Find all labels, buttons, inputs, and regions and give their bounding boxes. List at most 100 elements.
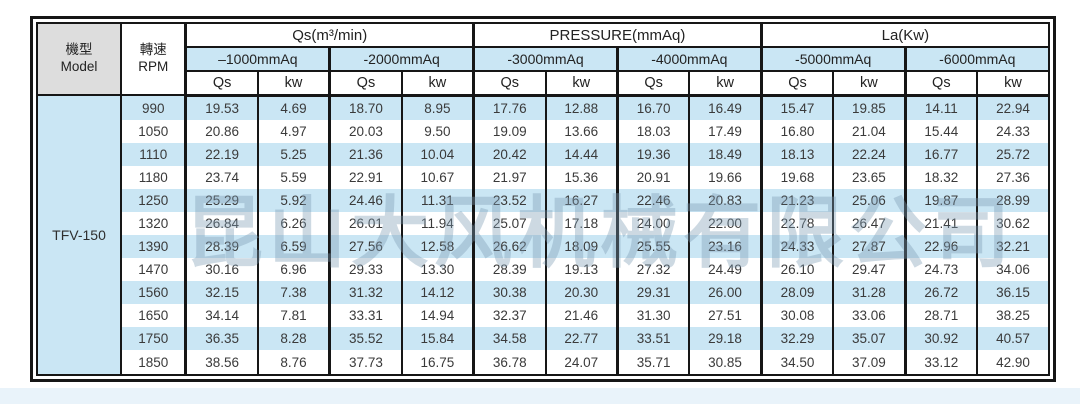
value-cell: 14.12 <box>400 281 475 305</box>
table-header: 機型 Model 轉速 RPM Qs(m³/min) PRESSURE(mmAq… <box>35 22 1050 97</box>
rpm-cell: 1650 <box>120 304 187 328</box>
value-cell: 19.13 <box>544 258 619 282</box>
model-header-en: Model <box>60 59 98 74</box>
value-cell: 32.21 <box>976 235 1050 259</box>
value-cell: 24.00 <box>615 212 691 236</box>
rpm-cell: 1470 <box>120 258 187 282</box>
value-cell: 40.57 <box>976 327 1050 351</box>
value-cell: 31.30 <box>615 304 691 328</box>
value-cell: 30.38 <box>472 281 547 305</box>
value-cell: 25.07 <box>472 212 547 236</box>
value-cell: 17.18 <box>544 212 619 236</box>
value-cell: 33.51 <box>615 327 691 351</box>
value-cell: 23.52 <box>472 189 547 213</box>
value-cell: 17.76 <box>472 95 547 121</box>
pressure-header-2000: -2000mmAq <box>328 46 475 72</box>
sub-header-row: Qs kw Qs kw Qs kw Qs kw Qs kw Qs kw <box>37 70 1050 97</box>
rpm-cell: 990 <box>120 95 187 121</box>
rpm-cell: 1250 <box>120 189 187 213</box>
value-cell: 21.46 <box>544 304 619 328</box>
value-cell: 14.44 <box>544 143 619 167</box>
sub-header-qs: Qs <box>615 70 691 97</box>
value-cell: 42.90 <box>976 350 1050 375</box>
table-row: 1750 36.35 8.28 35.52 15.84 34.58 22.77 33.51 29… <box>37 327 1050 351</box>
value-cell: 12.88 <box>544 95 619 121</box>
value-cell: 16.80 <box>759 120 835 144</box>
value-cell: 33.12 <box>903 350 979 375</box>
value-cell: 18.13 <box>759 143 835 167</box>
value-cell: 13.66 <box>544 120 619 144</box>
value-cell: 7.38 <box>256 281 331 305</box>
value-cell: 28.39 <box>184 235 259 259</box>
value-cell: 22.77 <box>544 327 619 351</box>
value-cell: 35.71 <box>615 350 691 375</box>
value-cell: 37.73 <box>328 350 403 375</box>
value-cell: 26.01 <box>328 212 403 236</box>
value-cell: 8.76 <box>256 350 331 375</box>
value-cell: 22.00 <box>688 212 763 236</box>
value-cell: 22.91 <box>328 166 403 190</box>
value-cell: 16.27 <box>544 189 619 213</box>
table-row: 1320 26.84 6.26 26.01 11.94 25.07 17.18 24.00 22… <box>37 212 1050 236</box>
rpm-cell: 1750 <box>120 327 187 351</box>
table-row: 1470 30.16 6.96 29.33 13.30 28.39 19.13 27.32 24… <box>37 258 1050 282</box>
rpm-column-header: 轉速 RPM <box>120 22 187 96</box>
pressure-header-5000: -5000mmAq <box>759 46 907 72</box>
rpm-header-zh: 轉速 <box>139 42 167 58</box>
value-cell: 24.33 <box>976 120 1050 144</box>
value-cell: 25.29 <box>184 189 259 213</box>
value-cell: 12.58 <box>400 235 475 259</box>
value-cell: 16.70 <box>615 95 691 121</box>
value-cell: 23.74 <box>184 166 259 190</box>
value-cell: 21.97 <box>472 166 547 190</box>
value-cell: 24.73 <box>903 258 979 282</box>
value-cell: 29.33 <box>328 258 403 282</box>
value-cell: 32.37 <box>472 304 547 328</box>
value-cell: 27.36 <box>976 166 1050 190</box>
value-cell: 32.15 <box>184 281 259 305</box>
rpm-header-en: RPM <box>138 59 169 74</box>
value-cell: 26.84 <box>184 212 259 236</box>
pressure-header-3000: -3000mmAq <box>472 46 619 72</box>
value-cell: 18.70 <box>328 95 403 121</box>
rpm-cell: 1110 <box>120 143 187 167</box>
value-cell: 31.32 <box>328 281 403 305</box>
value-cell: 30.85 <box>688 350 763 375</box>
value-cell: 20.86 <box>184 120 259 144</box>
value-cell: 36.35 <box>184 327 259 351</box>
value-cell: 22.96 <box>903 235 979 259</box>
value-cell: 8.95 <box>400 95 475 121</box>
pressure-header-1000: –1000mmAq <box>184 46 331 72</box>
value-cell: 16.75 <box>400 350 475 375</box>
value-cell: 14.11 <box>903 95 979 121</box>
value-cell: 15.44 <box>903 120 979 144</box>
value-cell: 35.52 <box>328 327 403 351</box>
model-header-zh: 機型 <box>65 42 93 58</box>
value-cell: 24.49 <box>688 258 763 282</box>
table-row: 1110 22.19 5.25 21.36 10.04 20.42 14.44 19.36 18… <box>37 143 1050 167</box>
value-cell: 28.39 <box>472 258 547 282</box>
value-cell: 20.42 <box>472 143 547 167</box>
value-cell: 19.09 <box>472 120 547 144</box>
value-cell: 6.26 <box>256 212 331 236</box>
sub-header-qs: Qs <box>184 70 259 97</box>
value-cell: 29.18 <box>688 327 763 351</box>
table-row: 1250 25.29 5.92 24.46 11.31 23.52 16.27 22.46 20… <box>37 189 1050 213</box>
pressure-header-row: –1000mmAq -2000mmAq -3000mmAq -4000mmAq … <box>37 46 1050 72</box>
value-cell: 29.47 <box>832 258 907 282</box>
value-cell: 20.30 <box>544 281 619 305</box>
table-row: 1180 23.74 5.59 22.91 10.67 21.97 15.36 20.91 19… <box>37 166 1050 190</box>
value-cell: 19.87 <box>903 189 979 213</box>
value-cell: 36.15 <box>976 281 1050 305</box>
value-cell: 22.24 <box>832 143 907 167</box>
value-cell: 26.47 <box>832 212 907 236</box>
value-cell: 27.51 <box>688 304 763 328</box>
sub-header-kw: kw <box>832 70 907 97</box>
value-cell: 15.84 <box>400 327 475 351</box>
value-cell: 34.58 <box>472 327 547 351</box>
group-header-qs: Qs(m³/min) <box>184 22 475 48</box>
value-cell: 11.94 <box>400 212 475 236</box>
value-cell: 6.96 <box>256 258 331 282</box>
value-cell: 38.25 <box>976 304 1050 328</box>
